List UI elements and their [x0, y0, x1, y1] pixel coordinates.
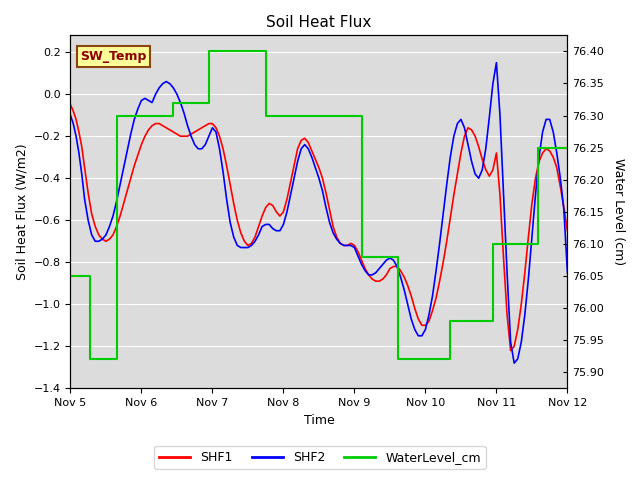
SHF2 [564, 270, 572, 276]
Line: SHF1: SHF1 [70, 105, 568, 350]
WaterLevel_cm [534, 145, 541, 151]
SHF1 [305, 140, 312, 145]
SHF2 [326, 219, 333, 225]
SHF1 [326, 207, 333, 213]
Title: Soil Heat Flux: Soil Heat Flux [266, 15, 372, 30]
WaterLevel_cm [205, 100, 212, 106]
Y-axis label: Soil Heat Flux (W/m2): Soil Heat Flux (W/m2) [15, 144, 28, 280]
WaterLevel_cm [358, 113, 365, 119]
WaterLevel_cm [315, 113, 323, 119]
SHF2 [514, 356, 522, 362]
SHF2 [510, 360, 518, 366]
WaterLevel_cm [262, 48, 269, 54]
WaterLevel_cm [429, 357, 436, 362]
SHF1 [390, 264, 397, 269]
X-axis label: Time: Time [303, 414, 334, 427]
SHF2 [493, 60, 500, 66]
SHF2 [67, 112, 74, 118]
WaterLevel_cm [534, 241, 541, 247]
WaterLevel_cm [521, 241, 529, 247]
WaterLevel_cm [564, 145, 572, 151]
WaterLevel_cm [262, 113, 269, 119]
WaterLevel_cm [358, 254, 365, 260]
WaterLevel_cm [429, 357, 436, 362]
Legend: SHF1, SHF2, WaterLevel_cm: SHF1, SHF2, WaterLevel_cm [154, 446, 486, 469]
WaterLevel_cm [86, 357, 94, 362]
WaterLevel_cm [170, 100, 177, 106]
Text: SW_Temp: SW_Temp [81, 50, 147, 63]
Line: WaterLevel_cm: WaterLevel_cm [70, 51, 568, 360]
WaterLevel_cm [205, 48, 212, 54]
WaterLevel_cm [170, 113, 177, 119]
SHF2 [390, 257, 397, 263]
SHF1 [564, 228, 572, 234]
WaterLevel_cm [113, 357, 120, 362]
WaterLevel_cm [86, 273, 94, 279]
WaterLevel_cm [395, 357, 403, 362]
SHF1 [67, 102, 74, 108]
SHF1 [510, 343, 518, 349]
SHF1 [216, 133, 223, 139]
SHF2 [379, 262, 387, 267]
SHF1 [507, 348, 515, 353]
WaterLevel_cm [67, 273, 74, 279]
WaterLevel_cm [113, 113, 120, 119]
WaterLevel_cm [315, 113, 323, 119]
Y-axis label: Water Level (cm): Water Level (cm) [612, 158, 625, 265]
WaterLevel_cm [521, 241, 529, 247]
WaterLevel_cm [489, 241, 497, 247]
WaterLevel_cm [395, 254, 403, 260]
Line: SHF2: SHF2 [70, 63, 568, 363]
SHF2 [216, 146, 223, 152]
WaterLevel_cm [447, 357, 454, 362]
WaterLevel_cm [489, 318, 497, 324]
WaterLevel_cm [447, 318, 454, 324]
SHF2 [305, 146, 312, 152]
SHF1 [379, 276, 387, 282]
